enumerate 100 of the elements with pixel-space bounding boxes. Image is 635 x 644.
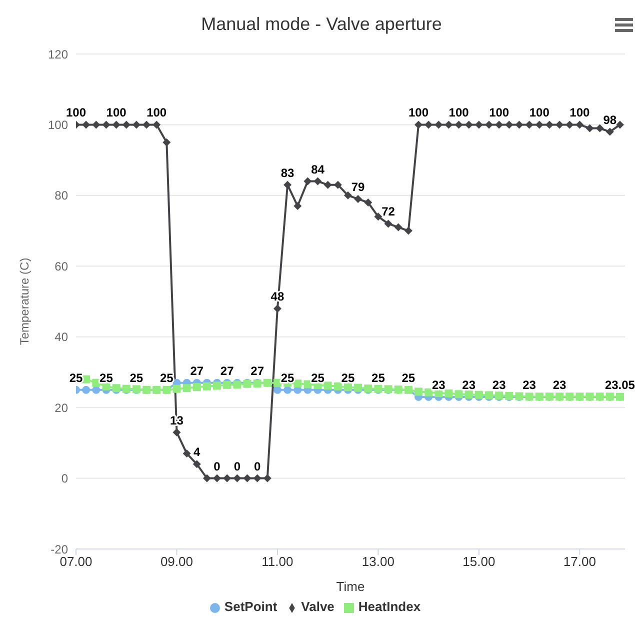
data-label: 23 [492,378,506,392]
point [324,382,332,390]
data-label: 27 [190,364,204,378]
y-tick-label: 120 [48,47,68,62]
point [213,474,222,482]
data-label: 25 [372,370,386,385]
data-label: 25 [280,370,295,385]
point [152,120,161,129]
data-label: 72 [382,204,396,219]
data-label: 100 [570,106,590,120]
data-label: 23 [432,378,446,392]
data-label: 25 [100,370,114,385]
point [424,388,433,396]
data-label: 100 [66,106,86,120]
data-label: 79 [351,180,366,194]
data-label: 25 [402,370,416,385]
point [314,177,322,186]
data-label: 27 [220,364,234,378]
data-label: 100 [146,106,167,120]
point [364,198,372,206]
point [334,180,342,189]
point [545,120,554,129]
point [202,474,211,482]
data-label: 23.05 [604,378,635,392]
data-label: 25 [160,370,174,385]
point [162,138,171,146]
data-label: 25 [130,370,144,385]
point [304,380,312,388]
point [384,220,392,228]
point [464,390,473,398]
data-label: 25 [311,370,325,385]
point [485,120,494,129]
point [596,124,604,132]
point [192,383,201,392]
legend-label: Valve [301,599,334,614]
legend-label: SetPoint [224,599,278,614]
point [444,389,453,398]
x-tick-label: 13.00 [362,554,394,570]
point [213,382,222,390]
y-axis-title: Temperature (C) [17,258,32,346]
point [192,460,201,468]
x-tick-label: 15.00 [462,554,496,570]
point [122,120,130,129]
point [454,120,463,129]
data-label: 23 [552,378,567,392]
point [253,474,262,482]
y-tick-label: 60 [54,259,68,274]
x-tick-label: 11.00 [262,554,294,570]
point [243,474,252,482]
data-label: 98 [603,112,617,127]
point [132,120,140,129]
point [354,194,362,203]
point [182,384,191,392]
point [334,382,342,390]
point [464,120,473,129]
point [344,191,352,200]
point [515,120,524,129]
data-label: 23 [462,378,476,392]
data-label: 0 [214,459,221,474]
data-label: 83 [280,166,295,180]
data-label: 100 [408,106,429,120]
data-label: 100 [448,106,470,120]
data-label: 25 [69,370,83,385]
point [586,124,594,132]
legend-label: HeatIndex [358,599,421,614]
point [172,384,181,393]
data-label: 100 [529,106,550,120]
point [444,120,453,129]
point [92,386,100,394]
data-label: 100 [489,106,510,120]
point [434,120,443,129]
point [394,223,402,232]
x-axis-title: Time [336,579,365,594]
point [374,212,382,221]
chart-title: Manual mode - Valve aperture [200,13,443,36]
point [233,474,242,482]
data-label: 25 [341,370,355,385]
point [223,474,232,482]
point [82,386,90,394]
point [324,180,332,189]
y-tick-label: 40 [54,330,68,344]
point [576,120,584,129]
x-tick-label: 17.00 [563,554,596,570]
data-label: 84 [311,162,325,176]
data-label: 4 [194,445,201,460]
point [525,120,534,129]
point [566,120,574,129]
y-tick-label: 0 [61,472,68,486]
data-label: 0 [254,459,261,474]
point [294,202,302,210]
point [344,383,352,392]
point [263,474,272,482]
y-tick-label: 100 [48,118,68,132]
point [112,120,120,129]
data-label: 27 [250,364,264,378]
y-tick-label: 20 [54,400,68,415]
x-tick-label: 09.00 [160,554,194,570]
data-label: 100 [106,106,127,120]
point [142,120,151,129]
point [284,386,292,394]
